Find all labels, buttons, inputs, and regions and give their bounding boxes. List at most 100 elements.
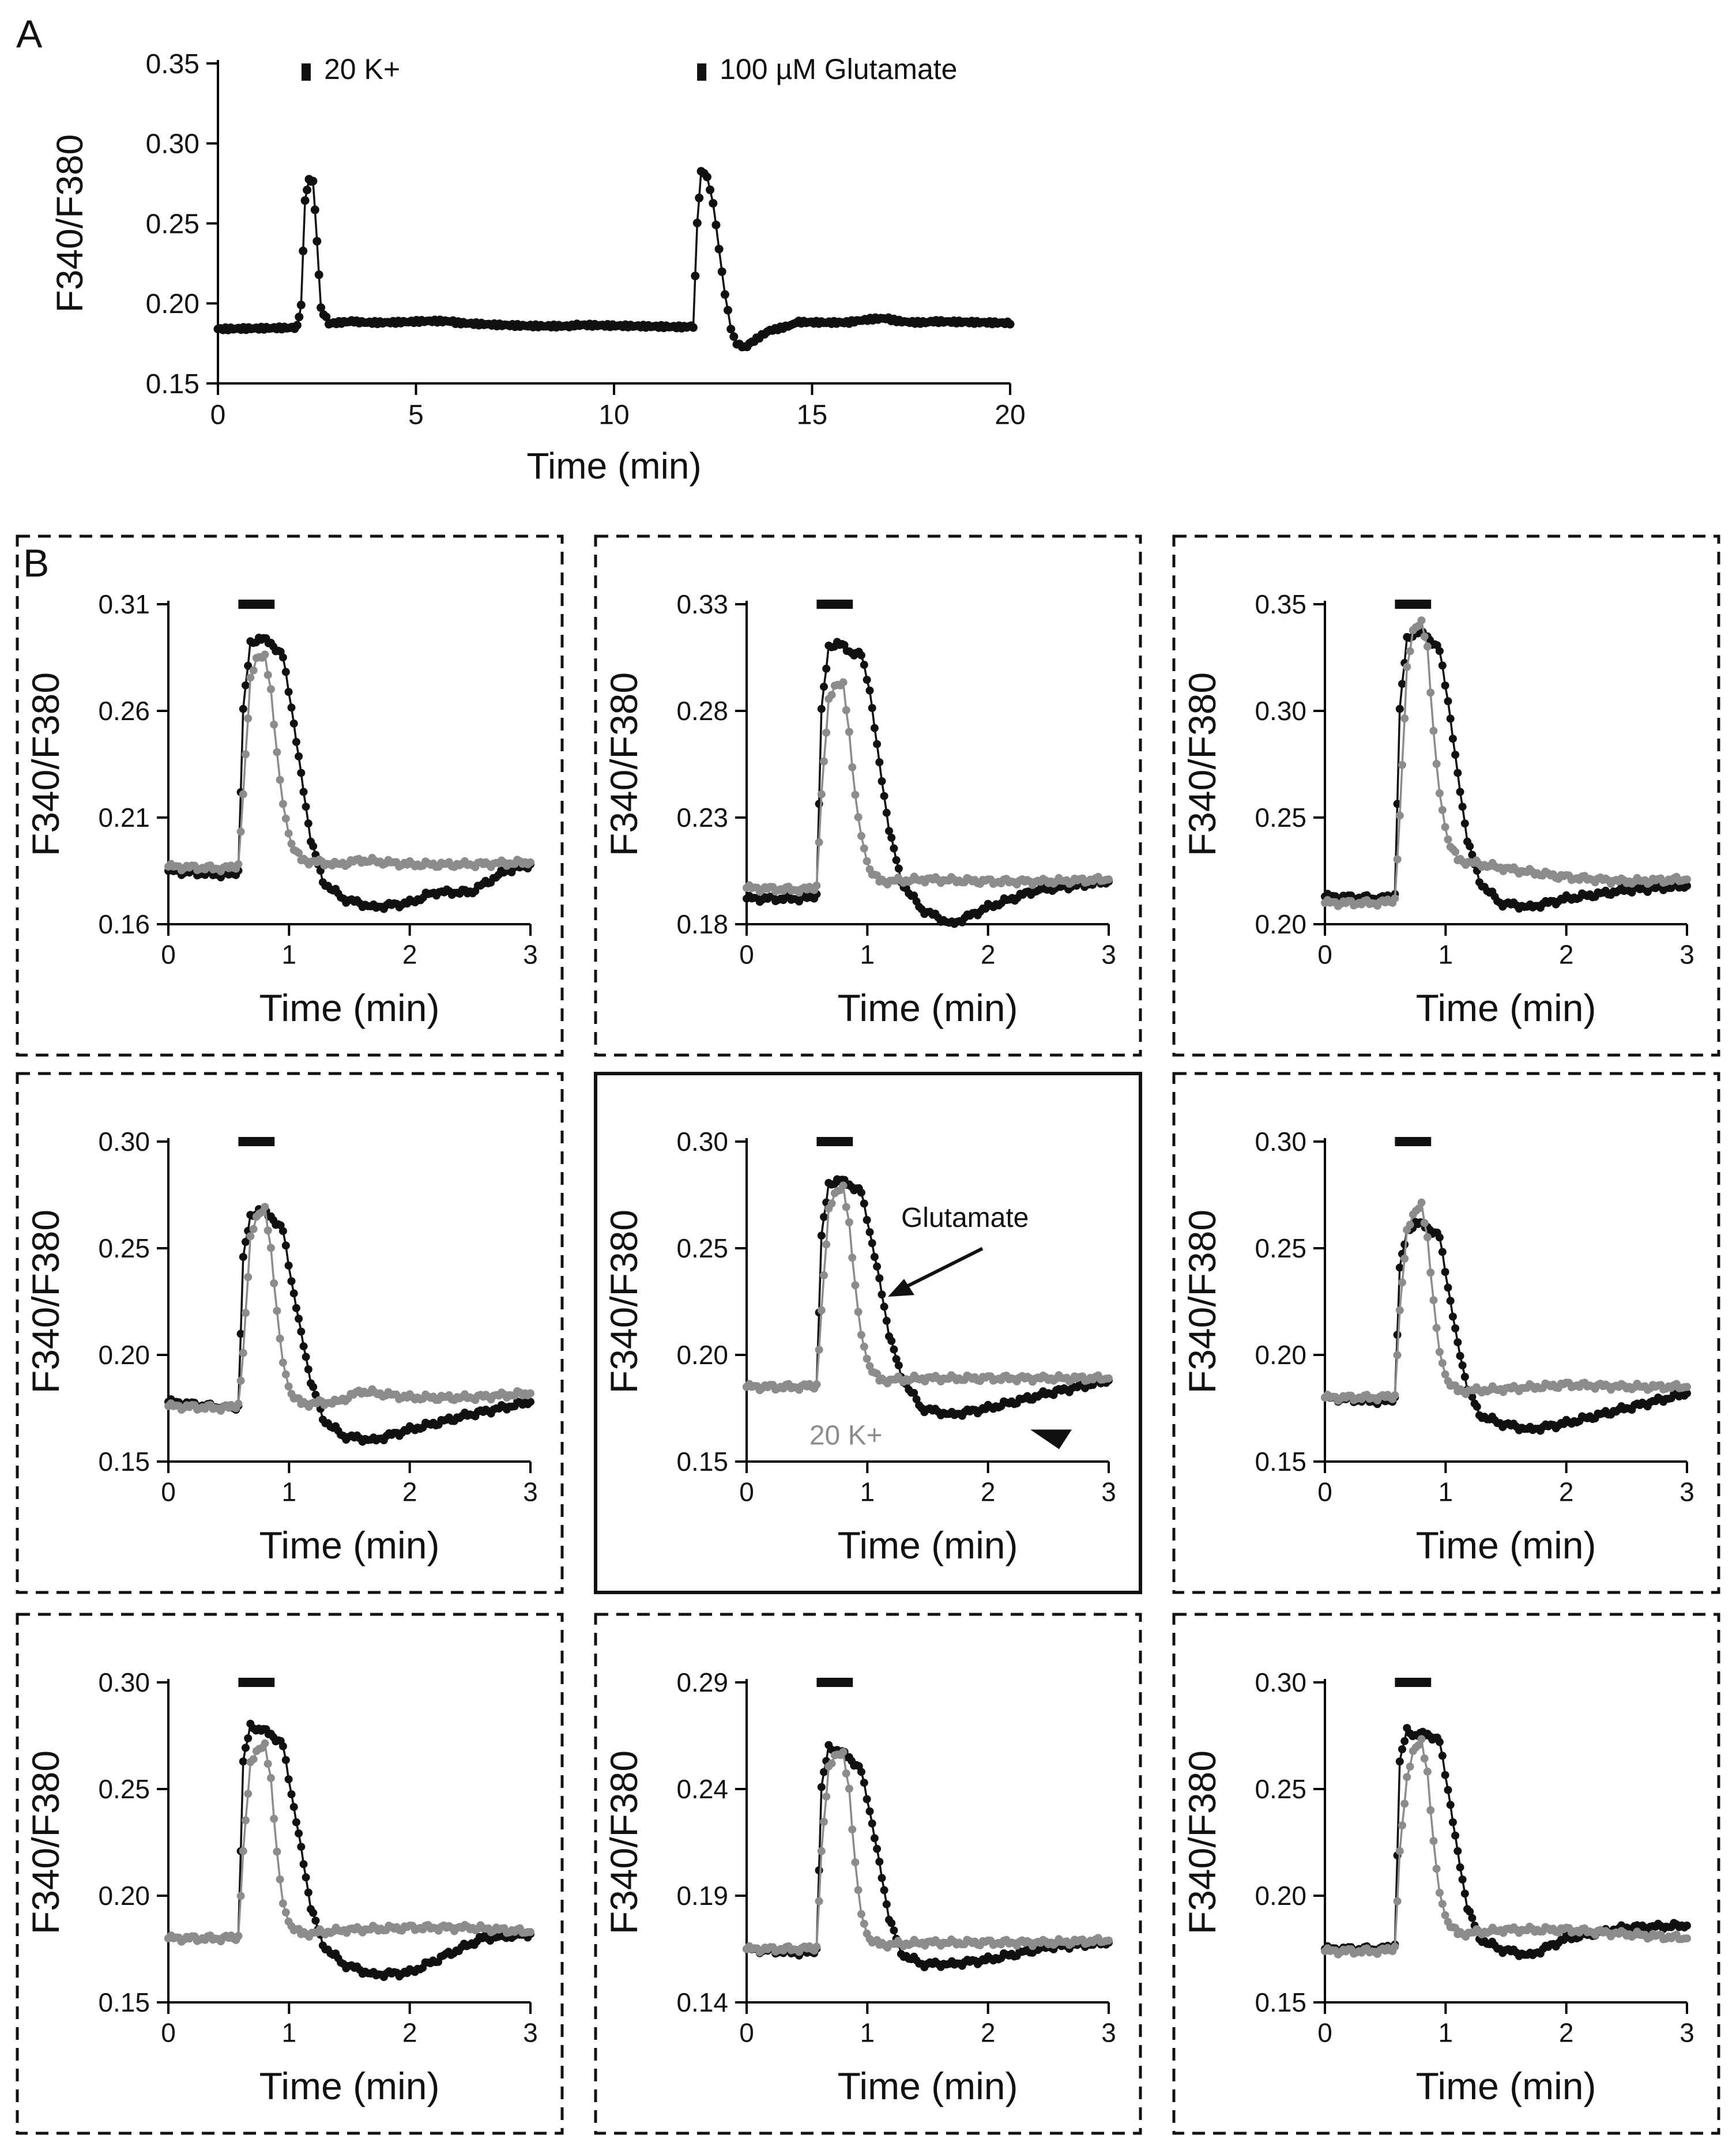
x-tick-label: 0 <box>161 2017 176 2047</box>
data-point <box>873 1369 882 1378</box>
data-point <box>1453 769 1462 777</box>
data-point <box>887 834 896 842</box>
data-point <box>1435 1347 1444 1356</box>
data-point <box>1448 735 1457 743</box>
data-point <box>1456 1351 1464 1360</box>
y-axis-title: F340/F380 <box>49 134 91 313</box>
data-point <box>729 332 739 341</box>
data-point <box>857 1910 865 1918</box>
x-tick-label: 1 <box>282 2017 297 2047</box>
data-point <box>1429 1296 1438 1305</box>
data-point <box>526 858 534 867</box>
stimulus-bar <box>238 1137 275 1146</box>
data-point <box>692 219 702 228</box>
x-tick-label: 1 <box>860 939 875 969</box>
data-point <box>885 827 893 835</box>
data-point <box>273 1306 281 1315</box>
data-point <box>1456 1863 1464 1871</box>
data-point <box>845 728 853 736</box>
data-point <box>726 325 736 334</box>
data-point <box>263 1226 272 1235</box>
data-point <box>709 199 718 208</box>
y-tick-label: 0.29 <box>676 1667 728 1697</box>
data-point <box>851 1858 860 1867</box>
data-point <box>822 1240 831 1249</box>
series-k <box>1321 616 1691 910</box>
data-point <box>284 1775 293 1784</box>
data-point <box>278 1227 287 1236</box>
data-point <box>880 1302 888 1311</box>
data-point <box>1441 681 1449 690</box>
data-point <box>276 1334 284 1343</box>
data-point <box>281 1241 290 1250</box>
y-tick-label: 0.15 <box>98 1447 150 1477</box>
data-point <box>894 864 903 873</box>
data-point <box>857 1768 865 1776</box>
data-point <box>1448 1312 1457 1321</box>
data-point <box>817 1847 826 1855</box>
stimulus-bar <box>1395 1678 1432 1687</box>
data-point <box>1460 1889 1469 1898</box>
data-point <box>278 1742 287 1750</box>
y-tick-label: 0.20 <box>1255 1881 1306 1911</box>
data-point <box>284 829 293 838</box>
data-point <box>236 1330 245 1338</box>
data-point <box>249 666 258 675</box>
series-line <box>167 1203 532 1413</box>
y-tick-label: 0.19 <box>676 1881 728 1911</box>
data-point <box>1444 1283 1452 1292</box>
data-point <box>1432 1324 1441 1332</box>
data-point <box>890 1926 898 1935</box>
data-point <box>1446 1801 1455 1809</box>
data-point <box>820 1817 828 1826</box>
data-point <box>845 1784 853 1793</box>
series-k <box>743 1181 1113 1395</box>
data-point <box>820 1271 828 1279</box>
x-tick-label: 3 <box>1679 1477 1694 1507</box>
stimulus-label: 20 K+ <box>324 53 400 85</box>
data-point <box>1426 1268 1435 1277</box>
data-point <box>296 300 306 310</box>
data-point <box>860 1199 868 1208</box>
data-point <box>1468 1914 1477 1922</box>
data-point <box>865 686 874 695</box>
data-point <box>526 1389 534 1398</box>
series-k <box>1321 1198 1691 1405</box>
data-point <box>815 1897 823 1906</box>
data-point <box>827 1199 836 1208</box>
data-point <box>863 1795 871 1803</box>
data-point <box>817 1306 826 1315</box>
data-point <box>812 1380 821 1389</box>
data-point <box>297 769 306 777</box>
stimulus-label: 100 µM Glutamate <box>720 53 957 85</box>
data-point <box>839 1181 848 1190</box>
y-tick-label: 0.20 <box>146 289 199 319</box>
data-point <box>1435 1233 1444 1242</box>
y-tick-label: 0.35 <box>1255 589 1306 619</box>
x-tick-label: 2 <box>981 1477 996 1507</box>
x-tick-label: 2 <box>402 2017 417 2047</box>
y-tick-label: 0.20 <box>98 1881 150 1911</box>
data-point <box>1391 894 1399 903</box>
subpanel-frame <box>1172 534 1720 1057</box>
x-tick-label: 0 <box>161 1477 176 1507</box>
data-point <box>851 1281 860 1290</box>
data-point <box>706 185 715 194</box>
data-point <box>1460 819 1469 828</box>
series-line <box>1324 1724 1688 1958</box>
data-point <box>276 1875 284 1884</box>
data-point <box>292 1818 300 1827</box>
data-point <box>1441 1771 1449 1779</box>
stimulus-bar <box>1395 600 1432 609</box>
data-point <box>292 1304 300 1312</box>
x-tick-label: 0 <box>1317 1477 1332 1507</box>
data-point <box>1406 647 1414 656</box>
series-line <box>745 680 1109 894</box>
data-point <box>720 290 729 299</box>
stimulus-bar <box>238 600 275 609</box>
data-point <box>1460 1373 1469 1381</box>
data-point <box>287 1790 296 1799</box>
data-point <box>714 244 724 254</box>
data-point <box>868 1239 876 1248</box>
